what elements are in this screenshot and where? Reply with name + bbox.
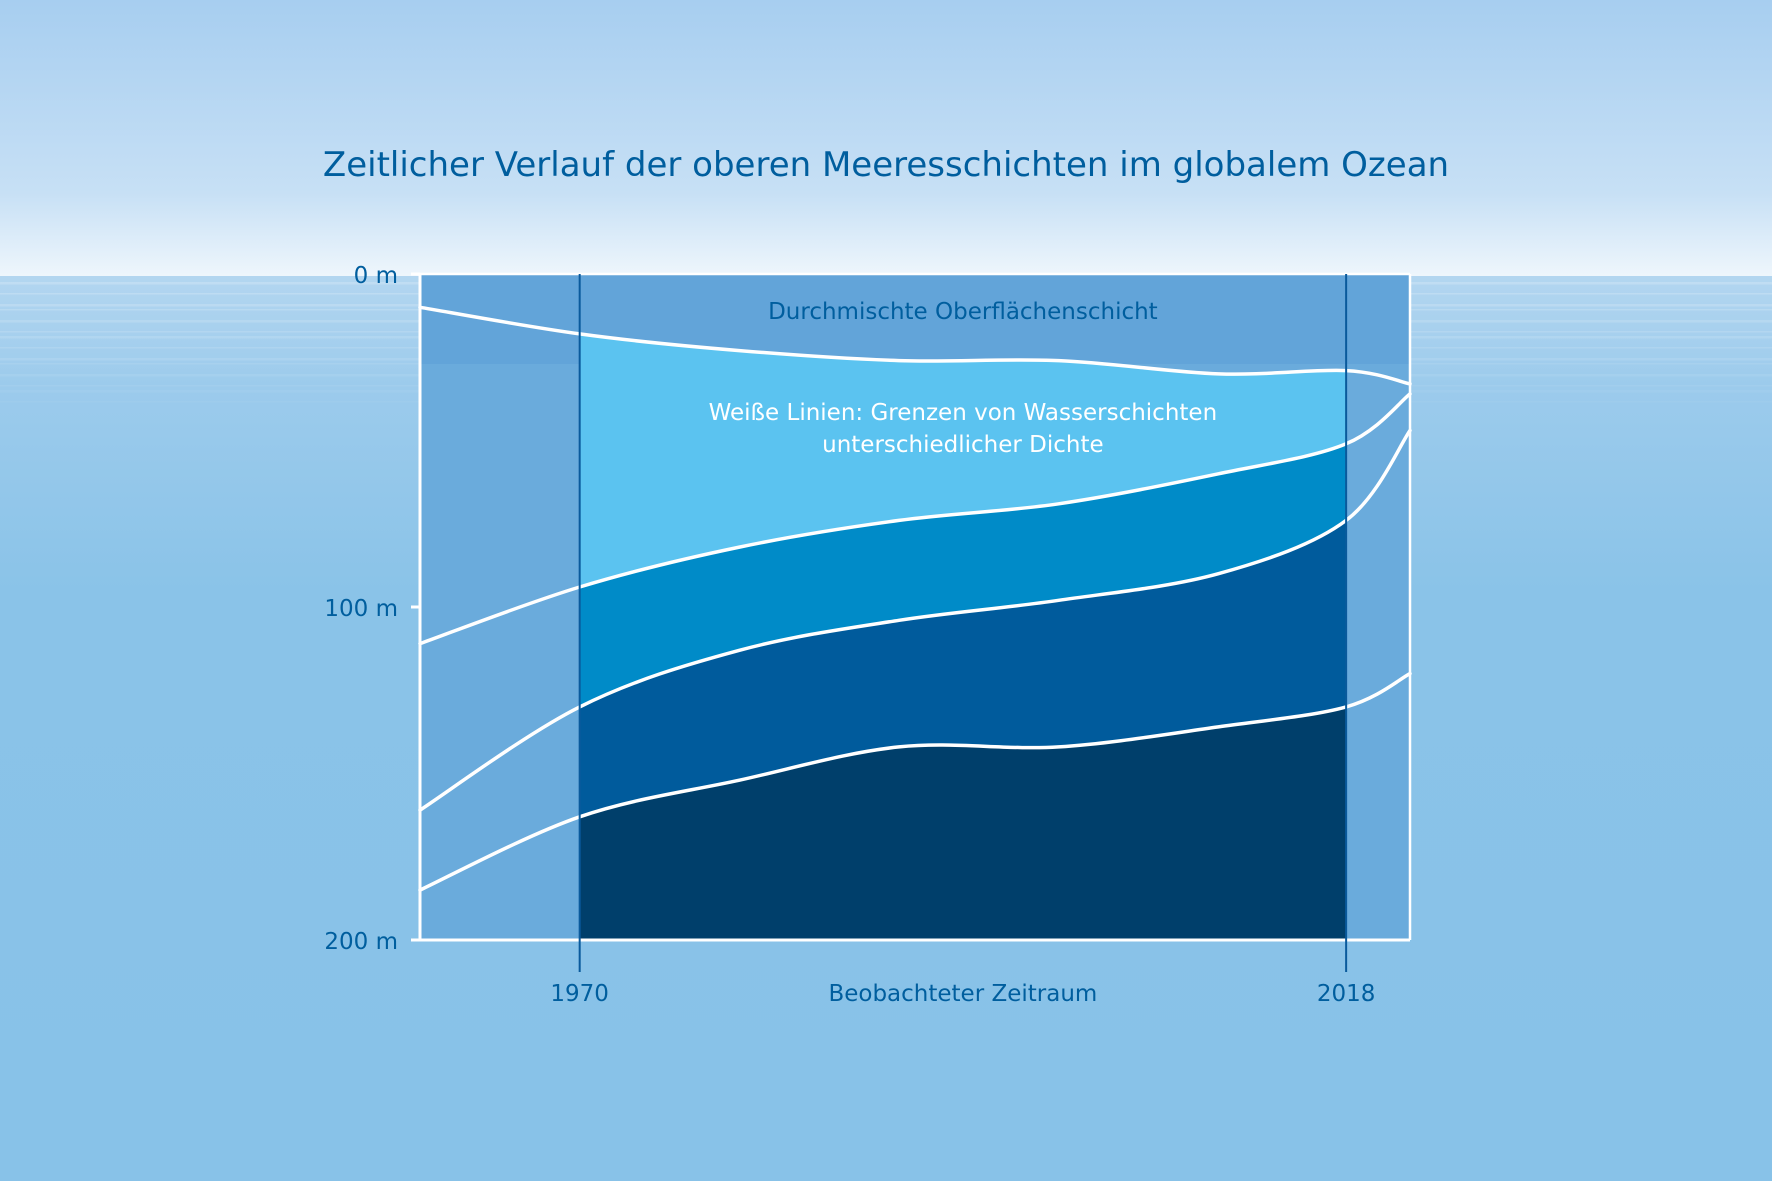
boundary-lines-legend: Weiße Linien: Grenzen von Wasserschichte… <box>709 400 1218 458</box>
x-tick-label: 2018 <box>1317 981 1376 1007</box>
y-tick-label: 100 m <box>324 596 398 622</box>
density-layer-areas <box>579 333 1347 940</box>
observed-period-label: Beobachteter Zeitraum <box>828 981 1097 1007</box>
surface-layer-label: Durchmischte Oberflächenschicht <box>768 299 1158 325</box>
observed-period-markers: 1970 2018 <box>550 274 1375 1007</box>
sky-background <box>0 0 1772 276</box>
surface-mixed-layer-area <box>579 333 1347 588</box>
boundary-legend-line: Weiße Linien: Grenzen von Wasserschichte… <box>709 400 1218 426</box>
density-layer-3-area <box>579 520 1347 817</box>
y-tick-label: 0 m <box>354 263 398 289</box>
boundary-line-1 <box>418 305 1412 386</box>
y-axis: 0 m 100 m 200 m <box>324 263 422 955</box>
x-tick-label: 1970 <box>550 981 609 1007</box>
density-layer-4-area <box>579 706 1347 940</box>
chart-title: Zeitlicher Verlauf der oberen Meeresschi… <box>323 145 1449 185</box>
boundary-legend-line: unterschiedlicher Dichte <box>822 432 1104 458</box>
boundary-line-3 <box>418 428 1412 812</box>
y-tick-label: 200 m <box>324 929 398 955</box>
